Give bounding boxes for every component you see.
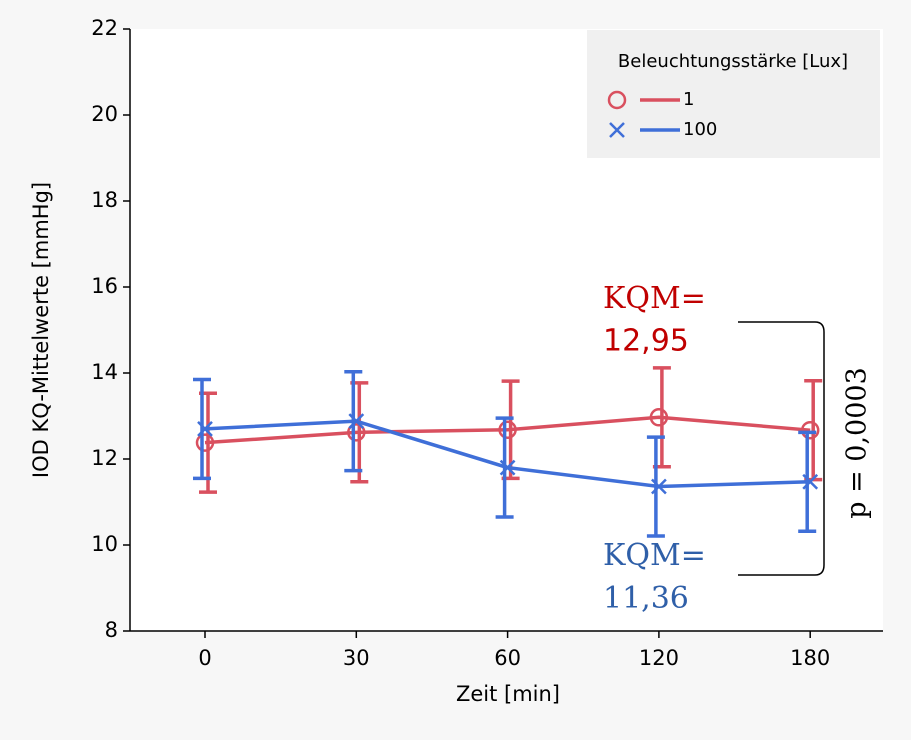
data-point [195,433,215,452]
bracket [738,321,825,576]
data-point [800,420,820,440]
y-axis-label: IOD KQ-Mittelwerte [mmHg] [29,182,53,478]
legend-label: 100 [683,119,717,140]
y-tick-label: 8 [105,618,118,642]
legend-title: Beleuchtungsstärke [Lux] [618,51,848,72]
legend-label: 1 [683,89,694,110]
x-axis-label: Zeit [min] [456,682,560,706]
series-line [204,415,811,445]
data-point [347,423,366,442]
x-tick-label: 60 [494,646,521,670]
y-tick-label: 14 [91,360,118,384]
data-point [649,408,669,427]
y-tick-label: 12 [91,446,118,470]
data-point [498,420,517,440]
data-point [499,459,516,476]
data-point [802,473,819,490]
data-point [348,413,365,430]
y-tick-label: 20 [91,102,118,126]
y-tick-label: 22 [91,16,118,40]
x-tick-label: 0 [198,646,211,670]
annotation: 12,95 [603,324,689,359]
x-tick-label: 30 [343,646,370,670]
y-tick-label: 10 [91,532,118,556]
y-tick-label: 16 [91,274,118,298]
legend-marker [607,90,627,110]
legend-marker [609,122,625,138]
data-point [651,478,667,495]
annotation: p = 0,0003 [842,367,873,519]
annotation: KQM= [603,281,706,316]
y-tick-label: 18 [91,188,118,212]
x-tick-label: 120 [639,646,679,670]
error-bar [193,377,211,481]
annotation: KQM= [603,538,706,573]
annotation: 11,36 [603,581,689,616]
legend-box [587,30,880,158]
data-point [197,421,213,437]
x-tick-label: 180 [790,646,830,670]
